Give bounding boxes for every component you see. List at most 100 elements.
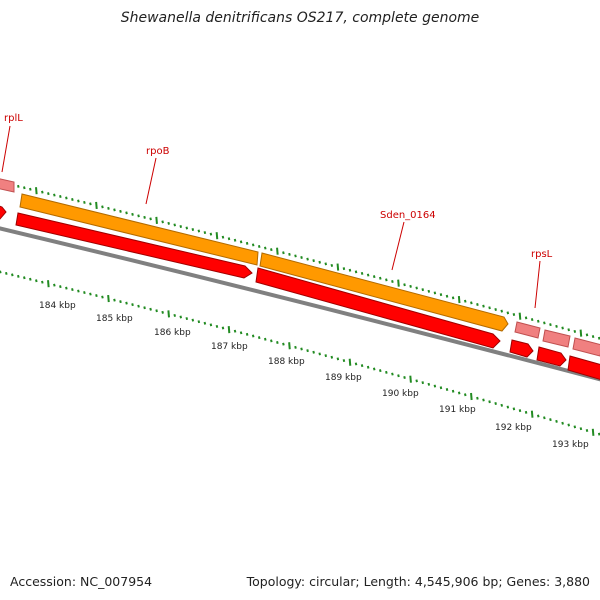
minor-tick	[561, 421, 564, 425]
minor-tick	[17, 274, 20, 278]
feature-rplL-rna[interactable]	[0, 178, 15, 193]
minor-tick	[131, 212, 134, 216]
minor-tick	[512, 407, 516, 411]
minor-tick	[470, 301, 473, 305]
feature-rpsG-cds[interactable]	[536, 346, 567, 367]
feature-fusA-cds[interactable]	[567, 355, 600, 380]
minor-tick	[385, 278, 388, 282]
minor-tick	[65, 196, 68, 200]
genome-backbone	[0, 226, 600, 382]
minor-tick	[585, 333, 589, 337]
minor-tick	[500, 403, 504, 407]
minor-tick	[143, 306, 146, 310]
major-tick	[457, 295, 461, 304]
minor-tick	[59, 195, 62, 199]
major-tick	[288, 342, 291, 350]
minor-tick	[549, 418, 552, 422]
minor-tick	[476, 396, 479, 400]
minor-tick	[179, 315, 183, 319]
minor-tick	[379, 276, 382, 280]
minor-tick	[494, 308, 497, 311]
feature-rpsL-rna[interactable]	[514, 321, 541, 339]
minor-tick	[101, 295, 104, 299]
feature-rpsG-rna[interactable]	[542, 329, 571, 348]
minor-tick	[77, 199, 80, 203]
minor-tick	[263, 337, 267, 341]
gene-label-rpoB[interactable]: rpoB	[146, 146, 170, 157]
feature-sden0164-gene[interactable]	[259, 252, 509, 332]
minor-tick	[257, 336, 261, 340]
minor-tick	[245, 241, 249, 245]
minor-tick	[476, 303, 479, 306]
upper-tick-track	[0, 180, 600, 340]
feature-rpoB-cds[interactable]	[15, 212, 253, 279]
minor-tick	[597, 336, 600, 340]
feature-rpoB-gene[interactable]	[19, 193, 259, 266]
minor-tick	[348, 268, 352, 272]
kbp-label: 188 kbp	[268, 357, 305, 367]
minor-tick	[119, 300, 122, 304]
minor-tick	[573, 329, 577, 333]
minor-tick	[555, 324, 558, 328]
minor-tick	[360, 364, 364, 368]
minor-tick	[324, 354, 328, 358]
minor-tick	[306, 349, 309, 353]
minor-tick	[543, 321, 546, 325]
feature-rpoC-cds[interactable]	[255, 267, 501, 349]
minor-tick	[185, 317, 189, 321]
minor-tick	[119, 209, 122, 213]
topology-label: Topology: circular; Length: 4,545,906 bp…	[246, 574, 590, 589]
minor-tick	[270, 339, 273, 343]
minor-tick	[197, 229, 201, 233]
minor-tick	[23, 186, 26, 190]
minor-tick	[167, 221, 170, 225]
minor-tick	[239, 240, 243, 244]
minor-tick	[143, 215, 146, 219]
kbp-label: 190 kbp	[382, 389, 419, 399]
gene-label-rpsL[interactable]: rpsL	[531, 249, 553, 260]
minor-tick	[567, 423, 570, 427]
gene-label-rplL[interactable]: rplL	[4, 113, 23, 124]
minor-tick	[536, 319, 540, 323]
minor-tick	[221, 326, 225, 330]
kbp-label: 191 kbp	[439, 405, 476, 415]
minor-tick	[179, 224, 183, 228]
minor-tick	[366, 365, 370, 369]
gene-callouts	[1, 125, 541, 309]
minor-tick	[65, 286, 68, 290]
major-tick	[215, 232, 219, 240]
minor-tick	[403, 283, 406, 287]
minor-tick	[445, 388, 449, 391]
minor-tick	[0, 270, 2, 274]
feature-rpsL-cds[interactable]	[509, 339, 534, 358]
gene-label-sden0164[interactable]: Sden_0164	[380, 210, 436, 221]
major-tick	[227, 326, 231, 334]
minor-tick	[233, 329, 237, 333]
minor-tick	[372, 275, 376, 279]
major-tick	[155, 216, 158, 224]
minor-tick	[445, 294, 449, 298]
minor-tick	[155, 309, 158, 313]
minor-tick	[125, 211, 128, 215]
minor-tick	[29, 277, 32, 281]
minor-tick	[131, 303, 134, 307]
minor-tick	[427, 289, 431, 293]
minor-tick	[536, 414, 540, 418]
minor-tick	[494, 402, 497, 406]
minor-tick	[391, 280, 394, 283]
minor-tick	[543, 416, 546, 420]
minor-tick	[567, 328, 570, 332]
minor-tick	[512, 313, 516, 316]
minor-tick	[482, 304, 485, 308]
minor-tick	[149, 307, 152, 311]
feature-fusA-rna[interactable]	[572, 337, 600, 357]
kbp-label: 192 kbp	[495, 423, 532, 433]
minor-tick	[506, 311, 510, 315]
minor-tick	[330, 355, 334, 359]
minor-tick	[161, 310, 164, 314]
minor-tick	[318, 260, 321, 264]
major-tick	[107, 294, 110, 303]
minor-tick	[101, 205, 104, 209]
feature-rplL-cds[interactable]	[0, 205, 7, 220]
minor-tick	[251, 334, 255, 338]
